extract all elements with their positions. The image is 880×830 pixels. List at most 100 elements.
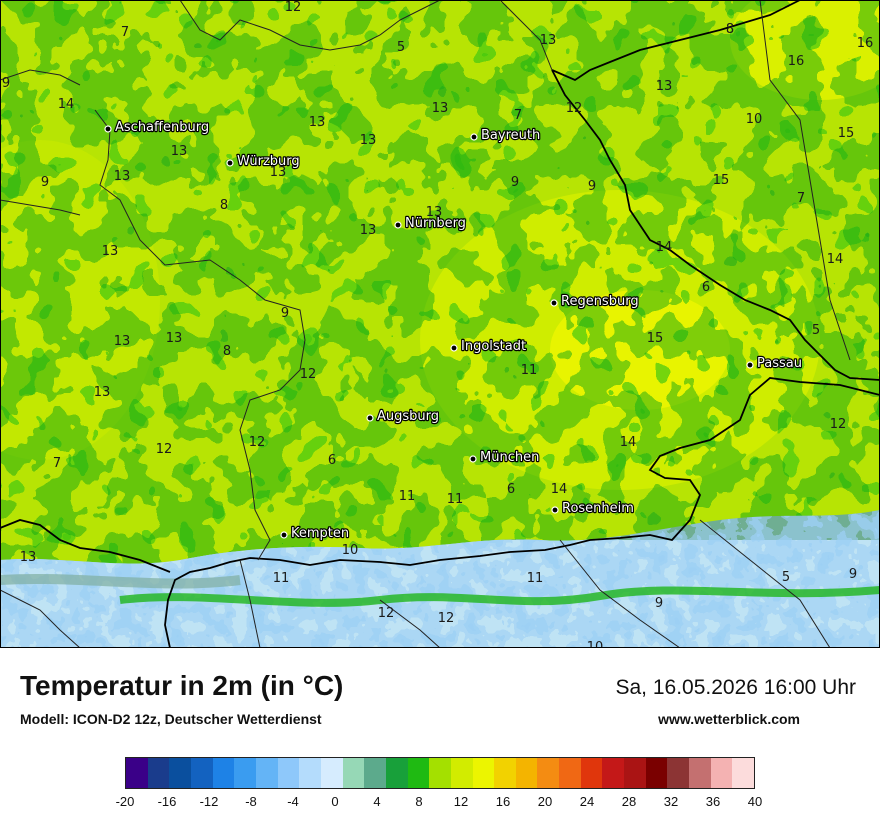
color-scale-tick-label: -8: [245, 794, 257, 809]
temp-label: 11: [273, 571, 290, 586]
color-scale-swatch: [169, 758, 191, 788]
color-scale-swatch: [407, 758, 430, 788]
temp-label: 6: [507, 482, 515, 497]
temp-label: 5: [782, 570, 790, 585]
color-scale-swatch: [472, 758, 495, 788]
city-label: Regensburg: [561, 294, 639, 309]
temp-label: 16: [788, 54, 805, 69]
state-borders: [0, 0, 851, 648]
temp-label: 13: [20, 550, 37, 565]
temp-label: 11: [399, 489, 416, 504]
city-augsburg: Augsburg: [366, 408, 440, 425]
city-wuerzburg: Würzburg: [226, 153, 301, 170]
temp-label: 8: [223, 344, 231, 359]
temp-label: 7: [797, 191, 805, 206]
city-label: Rosenheim: [562, 501, 634, 516]
city-label: München: [480, 450, 539, 465]
temp-label: 13: [270, 165, 287, 180]
temp-label: 13: [171, 144, 188, 159]
website-credit: www.wetterblick.com: [658, 711, 800, 727]
city-dot: [104, 125, 112, 133]
color-scale-swatch: [645, 758, 668, 788]
city-dot: [470, 133, 478, 141]
color-scale-swatch: [342, 758, 365, 788]
temperature-map: 12 7 5 13 8 16 9 14 13 16 13 7 12 13 10 …: [0, 0, 880, 648]
color-scale-ticks: -20 -16 -12 -8 -4 0 4 8 12 16 20 24 28 32 36 40: [0, 794, 880, 814]
city-nuernberg: Nürnberg: [394, 215, 467, 232]
temp-label: 14: [551, 482, 568, 497]
color-scale-swatch: [732, 758, 755, 788]
color-scale-tick-label: 12: [453, 794, 469, 809]
temp-label: 13: [656, 79, 673, 94]
city-regensburg: Regensburg: [550, 293, 640, 310]
color-scale-tick-label: 0: [331, 794, 339, 809]
color-scale-swatch: [277, 758, 300, 788]
temp-label: 13: [309, 115, 326, 130]
temp-label: 13: [114, 169, 131, 184]
city-label: Bayreuth: [481, 128, 540, 143]
color-scale-tick-label: 32: [663, 794, 679, 809]
temp-label: 12: [300, 367, 317, 382]
city-dot: [366, 414, 374, 422]
temp-label: 11: [521, 363, 538, 378]
city-label: Augsburg: [377, 409, 439, 424]
temp-label: 12: [285, 0, 302, 15]
temp-label: 10: [587, 640, 604, 648]
temp-label: 5: [397, 40, 405, 55]
temp-label: 13: [94, 385, 111, 400]
temp-label: 12: [438, 611, 455, 626]
temp-label: 7: [53, 456, 61, 471]
city-markers: Aschaffenburg Würzburg Bayreuth Nürnberg…: [104, 119, 803, 542]
city-dot: [551, 506, 559, 514]
temp-label: 12: [378, 606, 395, 621]
city-label: Nürnberg: [405, 216, 466, 231]
color-scale-swatch: [494, 758, 516, 788]
temp-label: 12: [566, 101, 583, 116]
temp-label: 12: [156, 442, 173, 457]
temp-label: 6: [328, 453, 336, 468]
temp-label: 13: [114, 334, 131, 349]
color-scale-tick-label: 36: [705, 794, 721, 809]
color-scale-tick-label: 16: [495, 794, 511, 809]
temp-label: 9: [849, 567, 857, 582]
temp-label: 13: [432, 101, 449, 116]
temp-label: 12: [249, 435, 266, 450]
temp-label: 15: [838, 126, 855, 141]
temp-label: 9: [2, 76, 10, 91]
color-scale-tick-label: 24: [579, 794, 595, 809]
color-scale-swatch: [299, 758, 321, 788]
legend-footer: Temperatur in 2m (in °C) Modell: ICON-D2…: [0, 648, 880, 830]
temp-label: 13: [426, 205, 443, 220]
city-dot: [280, 531, 288, 539]
city-passau: Passau: [746, 355, 803, 372]
city-label: Kempten: [291, 526, 349, 541]
color-scale-tick-label: 8: [415, 794, 423, 809]
color-scale-swatch: [450, 758, 473, 788]
city-dot: [746, 361, 754, 369]
color-scale-swatch: [537, 758, 560, 788]
temp-label: 15: [713, 173, 730, 188]
city-dot: [450, 344, 458, 352]
color-scale-swatch: [126, 758, 148, 788]
color-scale-tick-label: 20: [537, 794, 553, 809]
temp-label: 8: [220, 198, 228, 213]
color-scale-swatch: [190, 758, 213, 788]
temp-label: 9: [41, 175, 49, 190]
temp-label: 9: [281, 306, 289, 321]
temp-label: 13: [360, 133, 377, 148]
temp-label: 13: [102, 244, 119, 259]
city-label: Würzburg: [237, 154, 300, 169]
color-scale-swatch: [515, 758, 538, 788]
temp-label: 10: [746, 112, 763, 127]
temp-label: 11: [447, 492, 464, 507]
color-scale-tick-label: -20: [115, 794, 135, 809]
color-scale-swatch: [234, 758, 256, 788]
temp-label: 5: [812, 323, 820, 338]
color-scale-swatch: [710, 758, 733, 788]
city-dot: [226, 159, 234, 167]
temp-label: 10: [342, 543, 359, 558]
temp-label: 11: [527, 571, 544, 586]
color-scale-swatch: [320, 758, 343, 788]
color-scale-swatch: [580, 758, 603, 788]
city-label: Passau: [757, 356, 802, 371]
